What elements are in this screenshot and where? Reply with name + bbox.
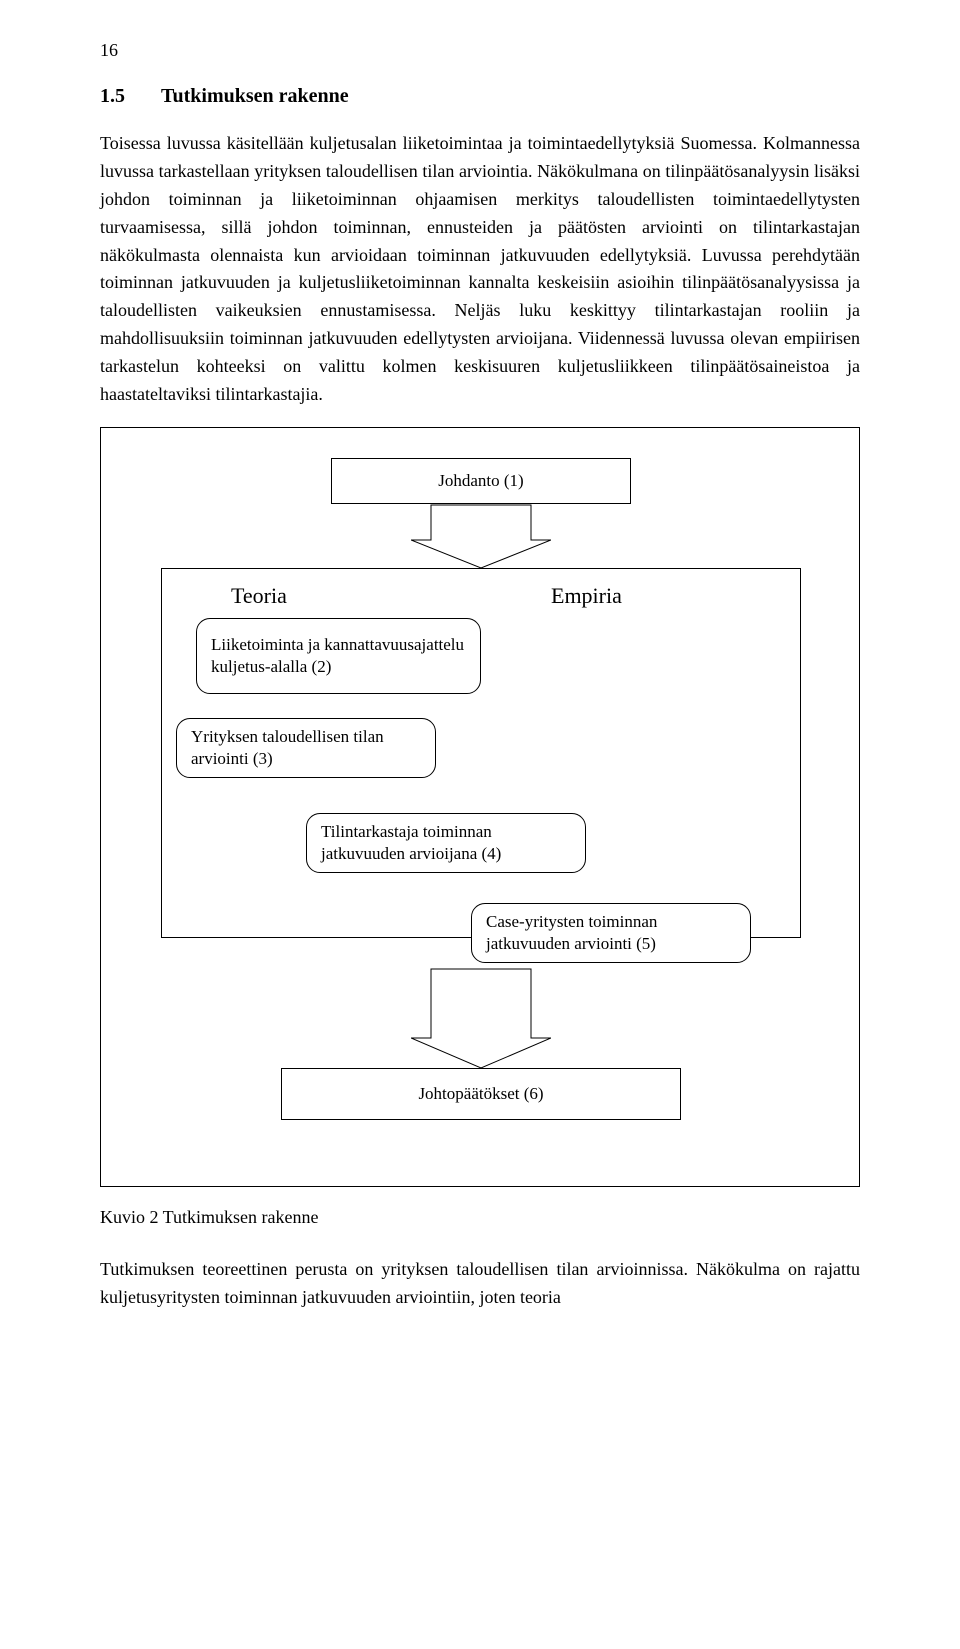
flowchart-node-johtopaatokset: Johtopäätökset (6)	[281, 1068, 681, 1120]
page-number: 16	[100, 40, 860, 61]
flowchart-diagram: Teoria Empiria Johdanto (1) Liiketoiminta j…	[100, 427, 860, 1187]
flowchart-node-mid: Tilintarkastaja toiminnan jatkuvuuden ar…	[306, 813, 586, 873]
paragraph-1: Toisessa luvussa käsitellään kuljetusala…	[100, 130, 860, 409]
arrow-down-icon	[411, 968, 551, 1070]
flowchart-node-teoria_n1: Liiketoiminta ja kannattavuusajattelu ku…	[196, 618, 481, 694]
flowchart-node-empiria_n1: Case-yritysten toiminnan jatkuvuuden arv…	[471, 903, 751, 963]
section-number: 1.5	[100, 85, 125, 108]
flowchart-node-johdanto: Johdanto (1)	[331, 458, 631, 504]
section-title: Tutkimuksen rakenne	[161, 85, 349, 107]
flowchart-node-teoria_n2: Yrityksen taloudellisen tilan arviointi …	[176, 718, 436, 778]
paragraph-2: Tutkimuksen teoreettinen perusta on yrit…	[100, 1256, 860, 1312]
column-heading-teoria: Teoria	[231, 583, 287, 609]
figure-caption: Kuvio 2 Tutkimuksen rakenne	[100, 1207, 860, 1228]
page: 16 1.5 Tutkimuksen rakenne Toisessa luvus…	[0, 0, 960, 1649]
arrow-down-icon	[411, 504, 551, 570]
column-heading-empiria: Empiria	[551, 583, 622, 609]
section-heading: 1.5 Tutkimuksen rakenne	[100, 85, 860, 108]
